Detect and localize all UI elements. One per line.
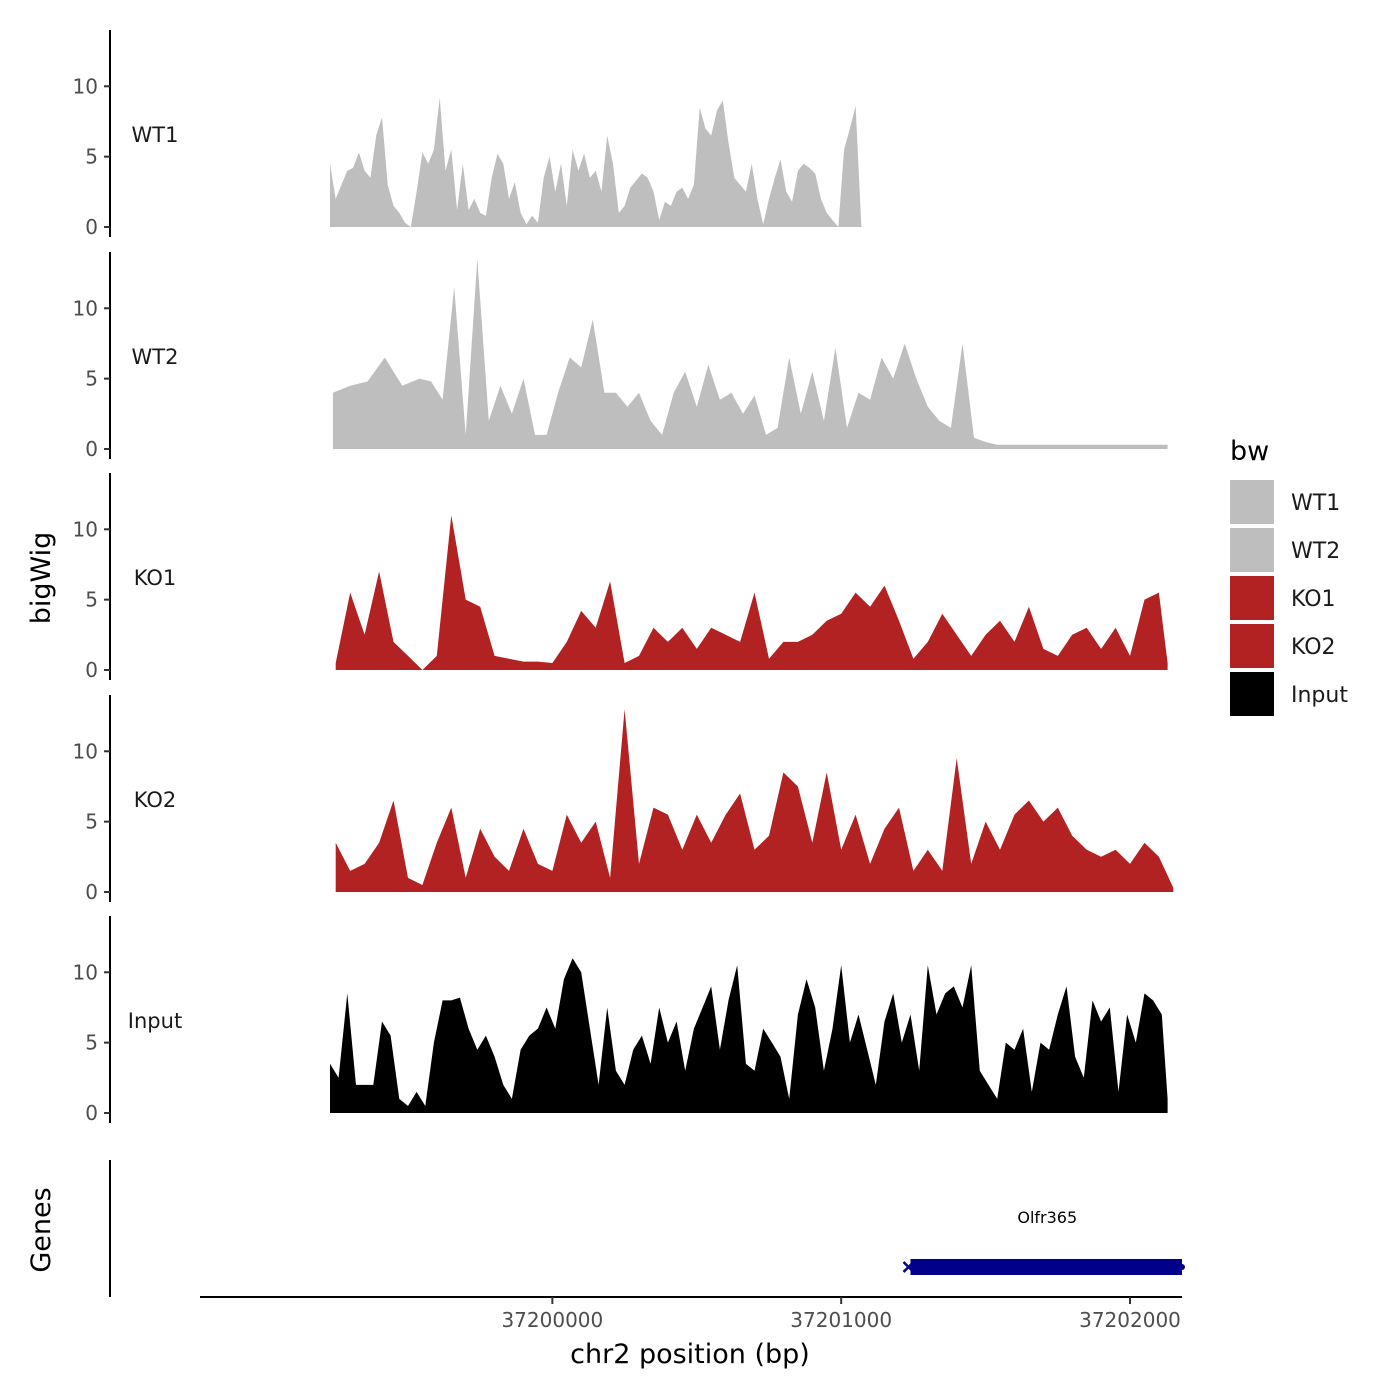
track-wt1: 0 5 10 WT1	[73, 30, 1168, 239]
series-area-wt1	[330, 97, 1168, 227]
track-panels: 0 5 10 WT1 0 5 10 WT2 0 5 10 KO1 0 5 10 KO2 0 5 10 Input	[73, 30, 1174, 1125]
x-tick-label: 37200000	[501, 1308, 603, 1332]
track-label: Input	[128, 1009, 182, 1033]
series-area-ko1	[335, 515, 1168, 670]
y-tick-label: 5	[85, 588, 98, 612]
legend-label-ko2: KO2	[1291, 635, 1336, 660]
x-axis-title: chr2 position (bp)	[570, 1339, 810, 1370]
legend-label-wt1: WT1	[1291, 491, 1340, 516]
track-label: KO1	[134, 566, 177, 590]
y-tick-label: 5	[85, 1031, 98, 1055]
genes-panel: Olfr365	[109, 1160, 1185, 1297]
track-input: 0 5 10 Input	[73, 916, 1168, 1125]
legend-key-ko1	[1230, 576, 1274, 620]
gene-label: Olfr365	[1017, 1208, 1077, 1227]
y-tick-label: 10	[73, 296, 98, 320]
x-tick-label: 37201000	[790, 1308, 892, 1332]
legend-key-wt2	[1230, 528, 1274, 572]
legend-label-input: Input	[1291, 683, 1348, 708]
y-tick-label: 10	[73, 739, 98, 763]
series-area-input	[330, 958, 1168, 1113]
track-label: KO2	[134, 788, 177, 812]
gene-end-marker	[1179, 1264, 1185, 1270]
y-tick-label: 0	[85, 215, 98, 239]
y-tick-label: 0	[85, 437, 98, 461]
y-tick-label: 0	[85, 880, 98, 904]
gene-body	[910, 1259, 1182, 1275]
y-tick-label: 5	[85, 810, 98, 834]
y-tick-label: 10	[73, 74, 98, 98]
series-area-ko2	[335, 709, 1174, 892]
track-wt2: 0 5 10 WT2	[73, 252, 1168, 461]
legend-key-ko2	[1230, 624, 1274, 668]
legend: bw WT1 WT2 KO1 KO2 Input	[1230, 436, 1348, 716]
y-tick-label: 5	[85, 145, 98, 169]
y-tick-label: 10	[73, 517, 98, 541]
track-ko1: 0 5 10 KO1	[73, 473, 1168, 682]
y-axis-title: bigWig	[26, 532, 57, 625]
x-tick-label: 37202000	[1079, 1308, 1181, 1332]
track-label: WT2	[132, 345, 179, 369]
x-axis: 37200000 37201000 37202000	[200, 1296, 1182, 1332]
legend-title: bw	[1230, 436, 1269, 467]
gene-strand-marker	[902, 1261, 915, 1273]
legend-label-wt2: WT2	[1291, 539, 1340, 564]
legend-key-input	[1230, 672, 1274, 716]
series-area-wt2	[332, 259, 1168, 449]
y-tick-label: 0	[85, 1101, 98, 1125]
y-tick-label: 5	[85, 367, 98, 391]
y-tick-label: 10	[73, 960, 98, 984]
legend-label-ko1: KO1	[1291, 587, 1336, 612]
track-label: WT1	[132, 123, 179, 147]
y-tick-label: 0	[85, 658, 98, 682]
track-ko2: 0 5 10 KO2	[73, 695, 1174, 904]
legend-key-wt1	[1230, 480, 1274, 524]
genes-axis-title: Genes	[26, 1187, 57, 1272]
